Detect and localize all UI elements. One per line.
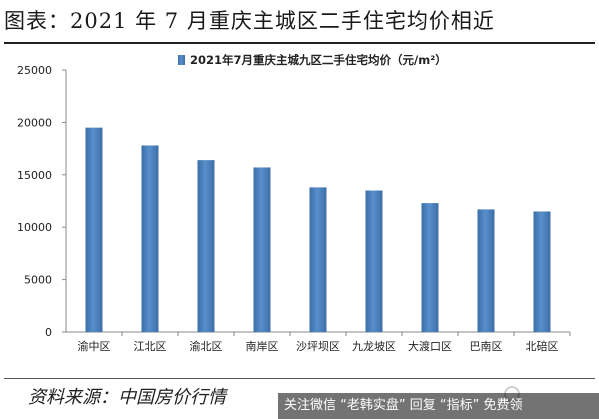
x-tick-label: 渝中区: [78, 339, 111, 353]
bar: [197, 160, 215, 332]
x-tick-label: 巴南区: [470, 340, 503, 353]
title-divider: [4, 42, 595, 44]
legend-label: 2021年7月重庆主城九区二手住宅均价（元/m²）: [190, 53, 447, 67]
x-tick-label: 北碚区: [526, 339, 559, 353]
watermark-banner: 关注微信 “老韩实盘” 回复 “指标” 免费领: [278, 393, 599, 419]
y-tick-label: 10000: [17, 221, 52, 234]
bar: [141, 145, 159, 332]
y-tick-label: 0: [45, 326, 52, 339]
bar: [253, 167, 271, 332]
source-note: 资料来源：中国房价行情: [28, 387, 226, 408]
x-tick-label: 九龙坡区: [352, 340, 396, 353]
figure-title: 图表：2021 年 7 月重庆主城区二手住宅均价相近: [4, 9, 495, 33]
bar: [477, 209, 495, 332]
y-tick-label: 15000: [17, 169, 52, 182]
bar-chart: 0 5000 10000 15000 20000 25000 渝中区 江北区 渝北区 南岸区 沙坪坝…: [0, 50, 599, 370]
bar: [533, 211, 551, 332]
x-tick-label: 大渡口区: [408, 339, 452, 353]
x-tick-label: 江北区: [134, 340, 167, 353]
chart-svg: 0 5000 10000 15000 20000 25000 渝中区 江北区 渝北区 南岸区 沙坪坝…: [17, 53, 571, 353]
bar: [421, 203, 439, 332]
source-divider: [4, 378, 595, 379]
bar: [85, 127, 103, 332]
y-tick-label: 5000: [24, 274, 52, 287]
legend-swatch: [178, 55, 185, 65]
y-tick-label: 25000: [17, 64, 52, 77]
x-tick-label: 沙坪坝区: [296, 339, 340, 353]
bar: [309, 187, 327, 332]
y-tick-label: 20000: [17, 116, 52, 129]
x-tick-label: 南岸区: [246, 340, 279, 353]
x-tick-label: 渝北区: [190, 339, 223, 353]
bar: [365, 190, 383, 332]
